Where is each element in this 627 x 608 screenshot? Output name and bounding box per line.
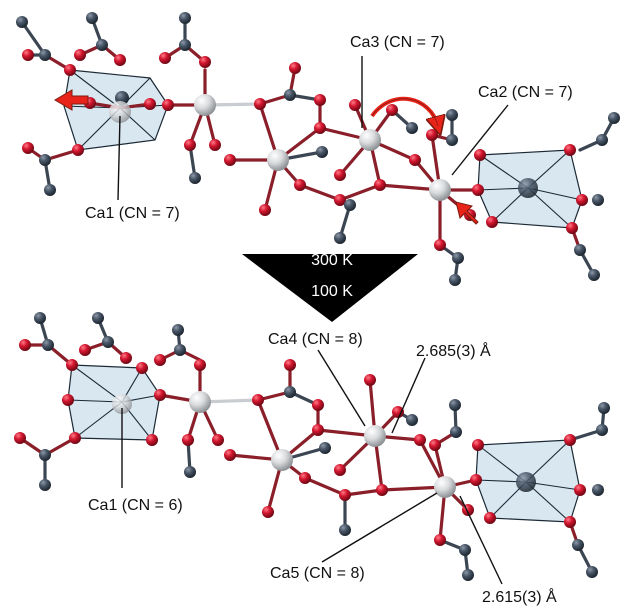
top-ca1-label: Ca1 (CN = 7) <box>85 205 180 222</box>
red-movement-arrows <box>54 89 479 225</box>
bottom-ca4-leader <box>317 349 366 427</box>
top-ca3-label: Ca3 (CN = 7) <box>350 34 445 51</box>
upper-temperature-label: 300 K <box>311 252 353 269</box>
bottom-distance-upper-label: 2.685(3) Å <box>416 341 491 360</box>
top-ca2-leader <box>451 104 509 176</box>
top-ca1-leader <box>117 115 121 201</box>
bottom-distance-upper-leader <box>391 357 426 434</box>
left-red-arrow <box>54 89 89 111</box>
lower-right-red-arrow <box>455 201 479 225</box>
bottom-ca4-label: Ca4 (CN = 8) <box>268 331 363 348</box>
bottom-atoms <box>14 312 610 581</box>
bottom-ca1-label: Ca1 (CN = 6) <box>88 497 183 514</box>
bottom-ca5-leader <box>321 492 438 563</box>
top-atoms <box>16 12 620 286</box>
bottom-structure: Ca1 (CN = 6) Ca4 (CN = 8) 2.685(3) Å Ca5… <box>14 312 610 606</box>
bottom-distance-lower-label: 2.615(3) Å <box>482 587 557 606</box>
bottom-distance-lower-leader <box>459 495 503 585</box>
top-structure: Ca1 (CN = 7) Ca3 (CN = 7) Ca2 (CN = 7) <box>16 12 620 286</box>
bottom-ca5-label: Ca5 (CN = 8) <box>270 565 365 582</box>
top-ca2-label: Ca2 (CN = 7) <box>478 84 573 101</box>
temperature-transition-arrow: 300 K 100 K <box>242 252 418 322</box>
lower-temperature-label: 100 K <box>311 283 353 300</box>
